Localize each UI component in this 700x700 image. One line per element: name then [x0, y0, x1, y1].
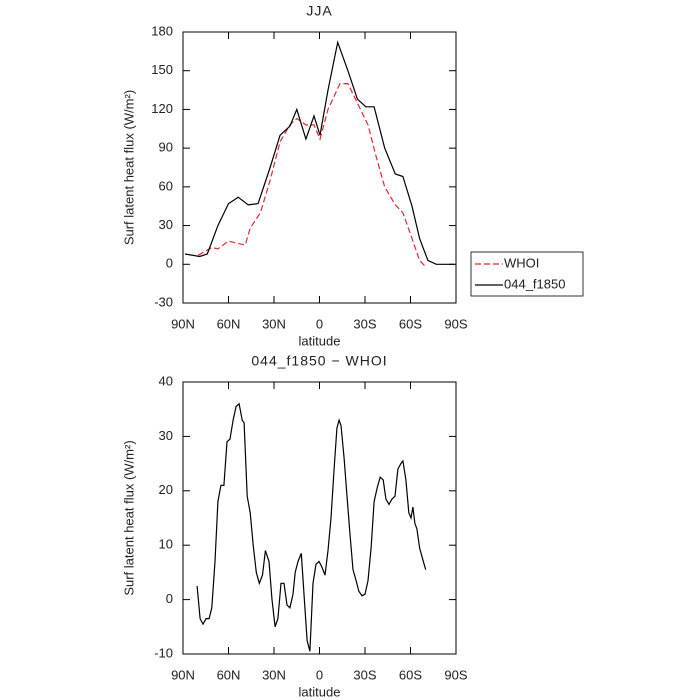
x-tick-label: 90S	[444, 316, 467, 331]
x-tick-label: 90N	[171, 667, 195, 682]
chart-title: JJA	[306, 3, 332, 19]
y-axis-label: Surf latent heat flux (W/m²)	[121, 440, 136, 595]
x-tick-label: 60S	[399, 667, 422, 682]
y-tick-label: 10	[159, 537, 173, 552]
x-tick-label: 30S	[353, 667, 376, 682]
y-tick-label: 90	[159, 140, 173, 155]
y-tick-label: 20	[159, 482, 173, 497]
x-tick-label: 0	[316, 316, 323, 331]
chart-title: 044_f1850 − WHOI	[251, 353, 387, 369]
y-tick-label: 0	[166, 591, 173, 606]
y-tick-label: 60	[159, 178, 173, 193]
x-tick-label: 90N	[171, 316, 195, 331]
y-tick-label: 30	[159, 428, 173, 443]
x-tick-label: 60S	[399, 316, 422, 331]
x-tick-label: 0	[316, 667, 323, 682]
data-line	[197, 83, 427, 268]
x-tick-label: 30S	[353, 316, 376, 331]
x-axis-label: latitude	[299, 333, 341, 348]
y-tick-label: 0	[166, 256, 173, 271]
y-tick-label: 40	[159, 373, 173, 388]
y-tick-label: 150	[151, 62, 173, 77]
y-tick-label: 120	[151, 101, 173, 116]
legend-label: WHOI	[504, 255, 539, 270]
y-tick-label: 30	[159, 217, 173, 232]
y-tick-label: -10	[154, 645, 173, 660]
data-line	[184, 40, 455, 265]
x-tick-label: 90S	[444, 667, 467, 682]
y-tick-label: -30	[154, 294, 173, 309]
legend-box	[470, 251, 584, 297]
x-tick-label: 60N	[217, 667, 241, 682]
y-axis-label: Surf latent heat flux (W/m²)	[121, 90, 136, 245]
legend-label: 044_f1850	[504, 276, 565, 291]
plot-frame	[182, 31, 457, 304]
plot-frame	[182, 381, 457, 655]
y-tick-label: 180	[151, 23, 173, 38]
x-tick-label: 30N	[262, 667, 286, 682]
x-axis-label: latitude	[299, 684, 341, 699]
x-tick-label: 30N	[262, 316, 286, 331]
x-tick-label: 60N	[217, 316, 241, 331]
data-line	[196, 402, 427, 652]
